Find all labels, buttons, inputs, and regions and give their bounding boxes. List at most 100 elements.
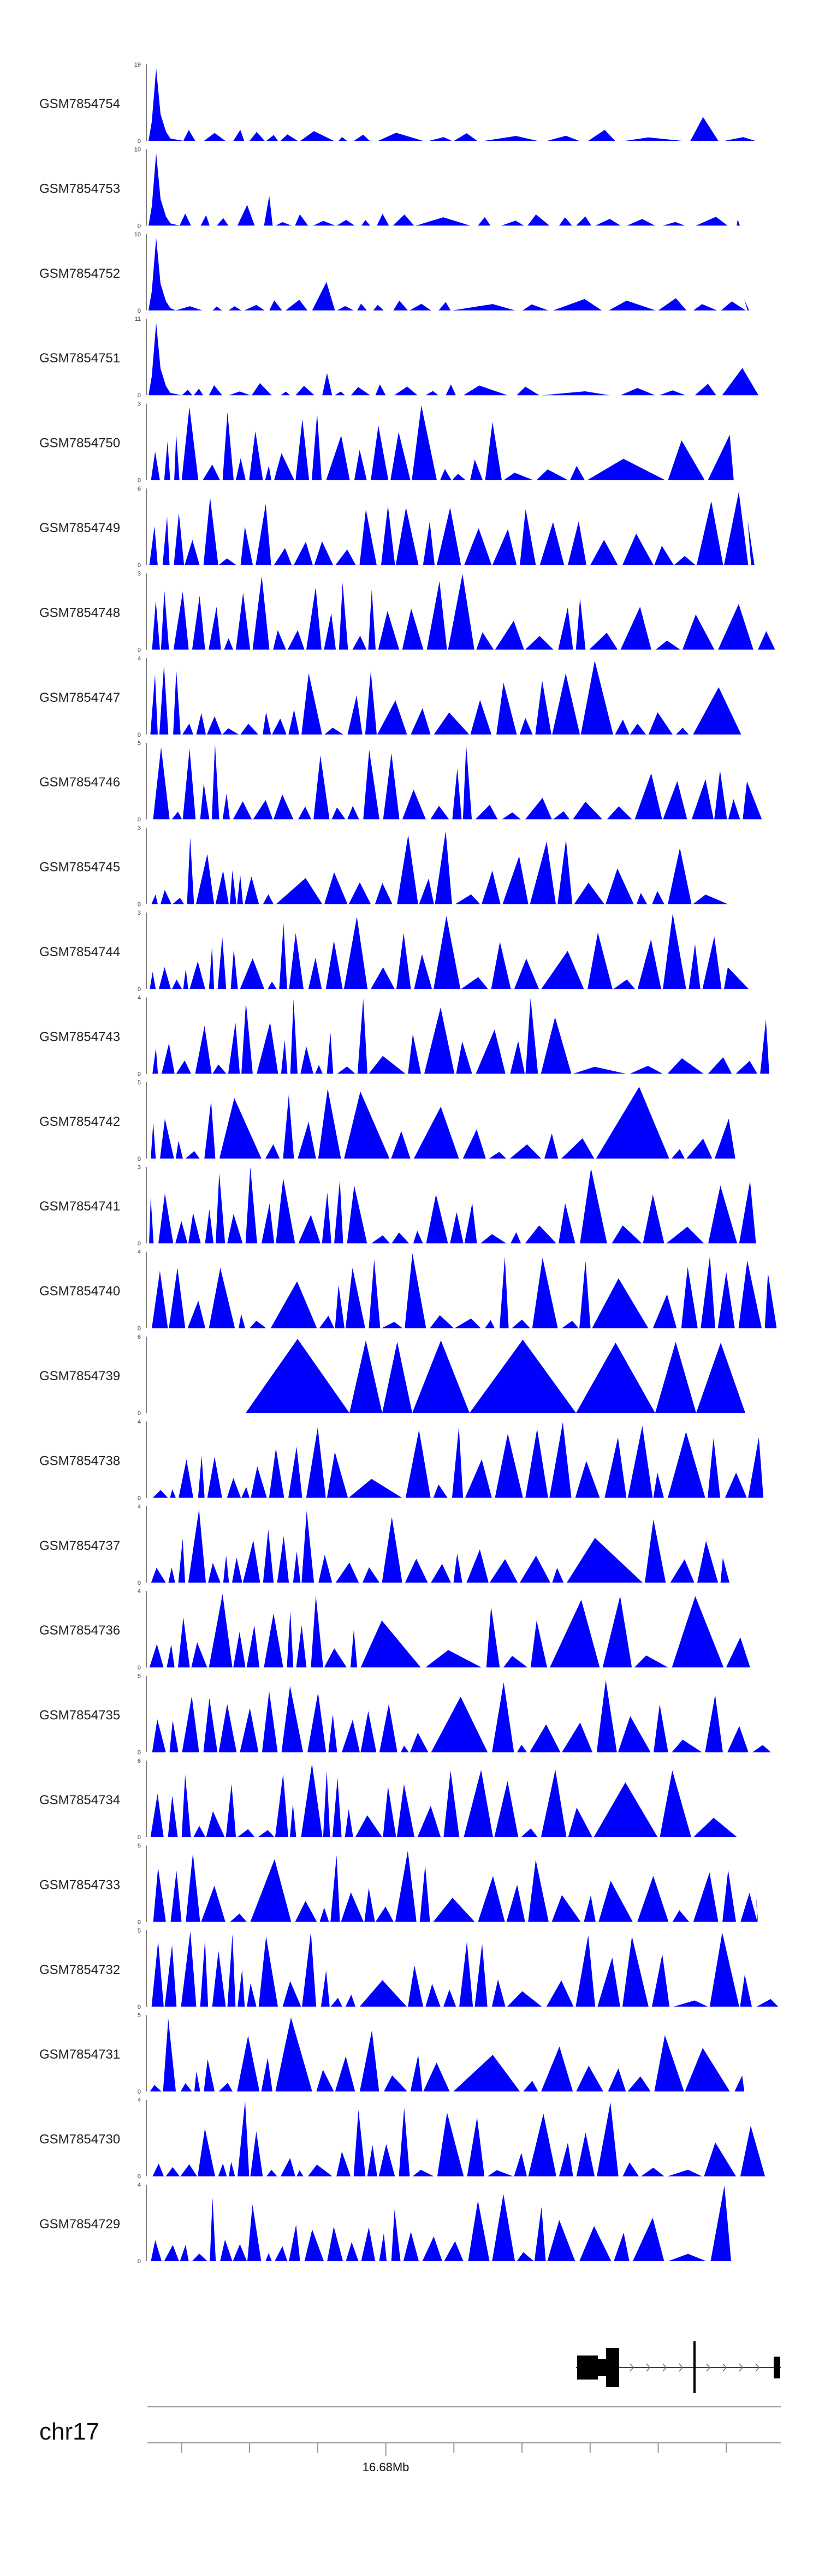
track-label: GSM7854731: [39, 2047, 120, 2062]
y-tick-max: 5: [138, 1080, 141, 1086]
strand-chevron: [755, 2363, 759, 2372]
coverage-area: [149, 323, 759, 396]
y-tick-max: 3: [138, 570, 141, 577]
track-label: GSM7854737: [39, 1539, 120, 1553]
y-tick-max: 5: [138, 1842, 141, 1849]
y-tick-zero: 0: [138, 1919, 141, 1925]
track-label: GSM7854750: [39, 436, 120, 451]
track-label: GSM7854734: [39, 1793, 120, 1808]
y-tick-max: 19: [134, 62, 141, 68]
y-tick-max: 3: [138, 825, 141, 832]
y-tick-zero: 0: [138, 1410, 141, 1417]
track: GSM7854741 3 0: [39, 1164, 756, 1247]
y-tick-max: 10: [134, 146, 141, 153]
coverage-area: [150, 1763, 737, 1837]
track: GSM7854751 11 0: [39, 316, 759, 399]
y-tick-zero: 0: [138, 1665, 141, 1671]
track: GSM7854744 3 0: [39, 910, 749, 993]
y-tick-max: 5: [138, 1673, 141, 1680]
coverage-area: [151, 2185, 731, 2261]
genome-axis: 16.68Mb16.69Mb: [181, 2443, 727, 2474]
track: GSM7854733 5 0: [39, 1842, 758, 1925]
coverage-area: [150, 913, 749, 989]
track: GSM7854752 10 0: [39, 231, 750, 314]
track-label: GSM7854729: [39, 2217, 120, 2232]
coverage-area: [152, 998, 769, 1074]
coverage-area: [153, 1851, 758, 1922]
y-tick-max: 4: [138, 1418, 141, 1425]
y-tick-zero: 0: [138, 1071, 141, 1077]
y-tick-max: 4: [138, 1249, 141, 1256]
track-label: GSM7854749: [39, 521, 120, 535]
y-tick-zero: 0: [138, 1580, 141, 1587]
track-label: GSM7854743: [39, 1029, 120, 1044]
y-tick-max: 6: [138, 1334, 141, 1340]
coverage-area: [150, 660, 741, 735]
track-label: GSM7854741: [39, 1199, 120, 1214]
track-label: GSM7854748: [39, 605, 120, 620]
coverage-area: [152, 1253, 777, 1328]
y-tick-max: 6: [138, 1758, 141, 1764]
track: GSM7854736 4 0: [39, 1588, 750, 1671]
y-tick-max: 11: [135, 316, 141, 323]
gene-exon-end: [774, 2357, 780, 2378]
track-label: GSM7854740: [39, 1284, 120, 1299]
track-label: GSM7854735: [39, 1708, 120, 1723]
gene-strand-arrows: [630, 2363, 759, 2372]
track-label: GSM7854752: [39, 266, 120, 281]
y-tick-zero: 0: [138, 223, 141, 229]
coverage-area: [246, 1339, 745, 1413]
track-label: GSM7854751: [39, 351, 120, 366]
track-label: GSM7854739: [39, 1369, 120, 1384]
strand-chevron: [679, 2363, 683, 2372]
strand-chevron: [646, 2363, 650, 2372]
coverage-area: [151, 1931, 779, 2007]
y-tick-zero: 0: [138, 1834, 141, 1841]
chromosome-label: chr17: [39, 2418, 99, 2445]
y-tick-zero: 0: [138, 732, 141, 738]
coverage-area: [152, 1422, 764, 1498]
y-tick-max: 4: [138, 2097, 141, 2104]
strand-chevron: [706, 2363, 710, 2372]
strand-chevron: [739, 2363, 743, 2372]
track: GSM7854753 10 0: [39, 146, 740, 229]
track: GSM7854743 4 0: [39, 994, 769, 1077]
track-label: GSM7854754: [39, 97, 120, 111]
track-label: GSM7854746: [39, 775, 120, 790]
gene-exon-small: [598, 2359, 606, 2376]
y-tick-zero: 0: [138, 2174, 141, 2180]
track: GSM7854730 4 0: [39, 2097, 765, 2180]
strand-chevron: [662, 2363, 667, 2372]
track: GSM7854745 3 0: [39, 825, 728, 908]
coverage-area: [149, 1594, 750, 1668]
track-label: GSM7854736: [39, 1623, 120, 1638]
y-tick-zero: 0: [138, 2004, 141, 2011]
track: GSM7854737 4 0: [39, 1504, 729, 1587]
coverage-area: [152, 2101, 765, 2177]
coverage-area: [151, 1087, 735, 1159]
y-tick-zero: 0: [138, 1241, 141, 1247]
coverage-area: [151, 1509, 729, 1583]
track: GSM7854746 5 0: [39, 740, 762, 823]
y-tick-zero: 0: [138, 1326, 141, 1332]
x-tick-label: 16.68Mb: [363, 2460, 410, 2474]
track: GSM7854742 5 0: [39, 1080, 735, 1162]
track: GSM7854750 3 0: [39, 401, 734, 484]
y-tick-max: 4: [138, 655, 141, 662]
y-tick-max: 4: [138, 2182, 141, 2189]
track: GSM7854734 6 0: [39, 1758, 737, 1841]
y-tick-zero: 0: [138, 647, 141, 653]
y-tick-max: 5: [138, 740, 141, 747]
coverage-area: [151, 831, 728, 904]
track: GSM7854739 6 0: [39, 1334, 745, 1417]
track: GSM7854731 5 0: [39, 2012, 745, 2095]
track-label: GSM7854730: [39, 2132, 120, 2147]
coverage-area: [151, 406, 734, 480]
y-tick-zero: 0: [138, 2089, 141, 2095]
strand-chevron: [630, 2363, 634, 2372]
y-tick-max: 3: [138, 910, 141, 916]
track-label: GSM7854747: [39, 690, 120, 705]
track: GSM7854740 4 0: [39, 1249, 777, 1332]
track-label: GSM7854738: [39, 1453, 120, 1468]
